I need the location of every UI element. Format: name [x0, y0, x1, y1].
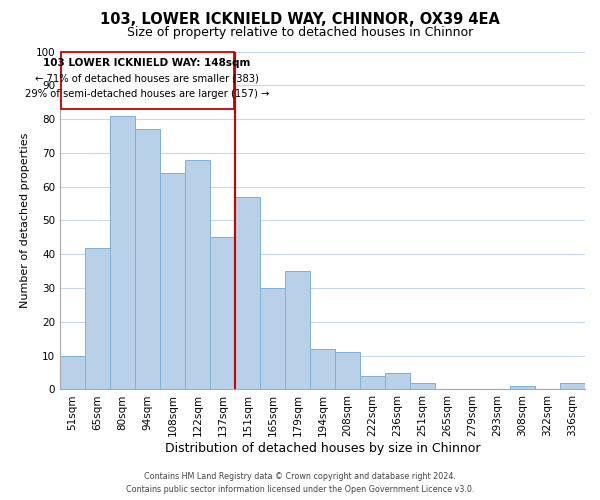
- Bar: [310, 349, 335, 390]
- Text: Contains HM Land Registry data © Crown copyright and database right 2024.
Contai: Contains HM Land Registry data © Crown c…: [126, 472, 474, 494]
- Bar: [510, 386, 535, 390]
- X-axis label: Distribution of detached houses by size in Chinnor: Distribution of detached houses by size …: [165, 442, 480, 455]
- Bar: [235, 197, 260, 390]
- Text: 103, LOWER ICKNIELD WAY, CHINNOR, OX39 4EA: 103, LOWER ICKNIELD WAY, CHINNOR, OX39 4…: [100, 12, 500, 28]
- Bar: [560, 382, 585, 390]
- Bar: [85, 248, 110, 390]
- Text: 103 LOWER ICKNIELD WAY: 148sqm: 103 LOWER ICKNIELD WAY: 148sqm: [43, 58, 251, 68]
- Bar: [160, 173, 185, 390]
- Bar: [61, 52, 234, 109]
- Bar: [110, 116, 135, 390]
- Bar: [135, 129, 160, 390]
- Bar: [285, 271, 310, 390]
- Bar: [210, 238, 235, 390]
- Bar: [335, 352, 360, 390]
- Bar: [260, 288, 285, 390]
- Bar: [60, 356, 85, 390]
- Text: ← 71% of detached houses are smaller (383): ← 71% of detached houses are smaller (38…: [35, 74, 259, 84]
- Text: 29% of semi-detached houses are larger (157) →: 29% of semi-detached houses are larger (…: [25, 88, 269, 99]
- Bar: [410, 382, 435, 390]
- Bar: [360, 376, 385, 390]
- Y-axis label: Number of detached properties: Number of detached properties: [20, 133, 30, 308]
- Text: Size of property relative to detached houses in Chinnor: Size of property relative to detached ho…: [127, 26, 473, 39]
- Bar: [385, 372, 410, 390]
- Bar: [185, 160, 210, 390]
